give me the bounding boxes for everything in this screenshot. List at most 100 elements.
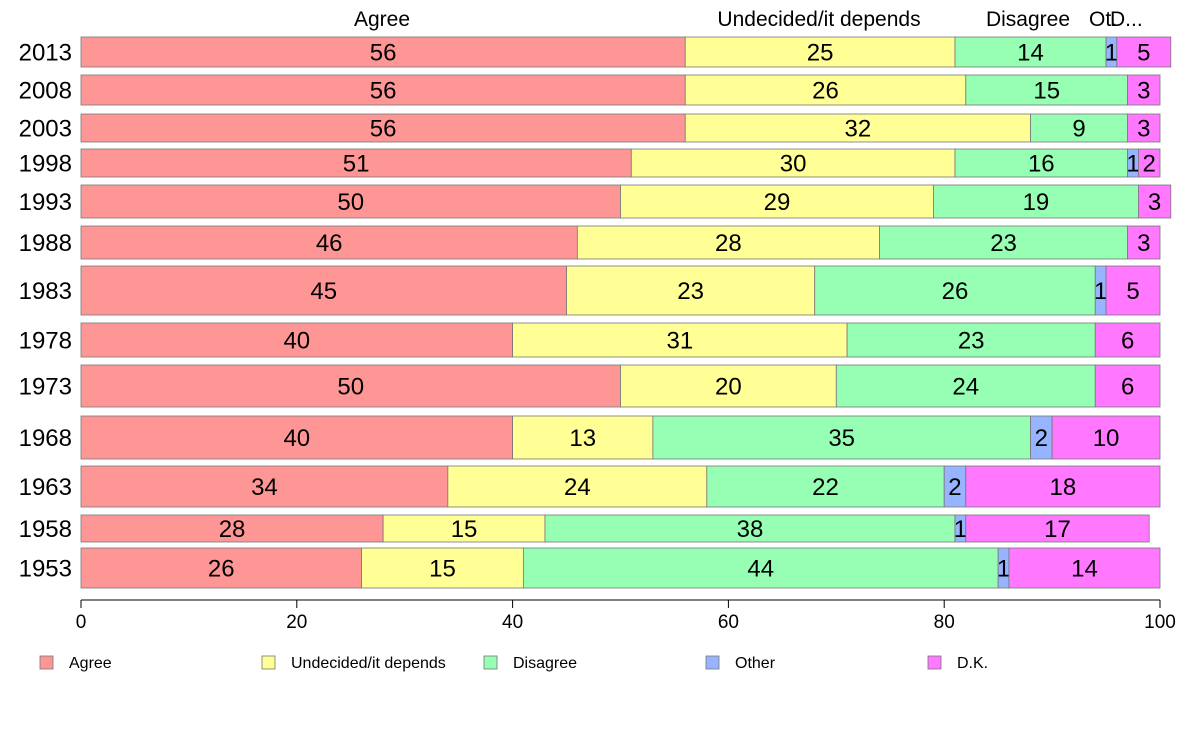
value-label-d-k-1958: 17 xyxy=(1044,516,1071,543)
value-label-disagree-1958: 38 xyxy=(737,516,764,543)
top-label-ot: Ot. xyxy=(1089,8,1117,31)
x-tick-label-0: 0 xyxy=(76,612,87,633)
year-label-1958: 1958 xyxy=(19,516,72,543)
value-label-agree-2003: 56 xyxy=(370,116,397,143)
bar-disagree-1953 xyxy=(522,547,999,589)
bar-disagree-1968 xyxy=(652,415,1031,460)
legend-swatch-d-k xyxy=(927,655,942,670)
legend: Agree Undecided/it depends Disagree Other D.… xyxy=(39,655,988,672)
legend-label-other: Other xyxy=(735,655,776,672)
value-label-disagree-2003: 9 xyxy=(1072,116,1085,143)
bar-agree-1968 xyxy=(80,415,514,460)
bar-disagree-1998 xyxy=(954,148,1129,178)
bar-undecided-it-depends-2013 xyxy=(684,36,956,68)
bar-undecided-it-depends-1993 xyxy=(620,184,934,219)
value-label-d-k-1953: 14 xyxy=(1071,556,1098,583)
value-label-agree-1953: 26 xyxy=(208,556,235,583)
legend-item-other: Other xyxy=(705,655,776,672)
bar-row-2013: 2013 56 25 14 1 5 xyxy=(19,36,1172,68)
value-label-agree-2013: 56 xyxy=(370,40,397,67)
value-label-disagree-1983: 26 xyxy=(942,278,969,305)
value-label-undecided-it-depends-1983: 23 xyxy=(677,278,704,305)
legend-label-undecided-it-depends: Undecided/it depends xyxy=(291,655,446,672)
top-label-disagree: Disagree xyxy=(986,8,1070,31)
bar-row-1968: 1968 40 13 35 2 10 xyxy=(19,415,1161,460)
value-label-undecided-it-depends-1993: 29 xyxy=(764,189,791,216)
bar-undecided-it-depends-1978 xyxy=(512,322,848,358)
bar-disagree-1963 xyxy=(706,465,945,508)
value-label-d-k-1973: 6 xyxy=(1121,374,1134,401)
bar-row-1973: 1973 50 20 24 6 xyxy=(19,364,1161,408)
value-label-d-k-1993: 3 xyxy=(1148,189,1161,216)
bar-d-k-1978 xyxy=(1094,322,1161,358)
bar-disagree-2008 xyxy=(965,74,1129,106)
value-label-disagree-1998: 16 xyxy=(1028,151,1055,178)
value-label-disagree-2008: 15 xyxy=(1033,78,1060,105)
bar-undecided-it-depends-1998 xyxy=(630,148,956,178)
x-tick-label-20: 20 xyxy=(286,612,307,633)
bar-row-1953: 1953 26 15 44 1 14 xyxy=(19,547,1161,589)
value-label-undecided-it-depends-2003: 32 xyxy=(845,116,872,143)
year-label-1993: 1993 xyxy=(19,189,72,216)
bar-agree-1993 xyxy=(80,184,621,219)
year-label-2008: 2008 xyxy=(19,78,72,105)
bar-row-1988: 1988 46 28 23 3 xyxy=(19,225,1161,260)
x-tick-label-100: 100 xyxy=(1144,612,1176,633)
bar-d-k-1988 xyxy=(1127,225,1161,260)
top-category-labels: Agree Undecided/it depends Disagree Ot.D... xyxy=(354,8,1143,31)
year-label-1998: 1998 xyxy=(19,151,72,178)
bar-agree-1978 xyxy=(80,322,514,358)
bar-undecided-it-depends-1988 xyxy=(576,225,880,260)
value-label-d-k-1983: 5 xyxy=(1126,278,1139,305)
bar-d-k-1968 xyxy=(1051,415,1161,460)
year-label-1973: 1973 xyxy=(19,374,72,401)
value-label-disagree-1973: 24 xyxy=(952,374,979,401)
bar-disagree-1988 xyxy=(879,225,1129,260)
bar-undecided-it-depends-1973 xyxy=(620,364,837,408)
bar-d-k-2013 xyxy=(1116,36,1172,68)
value-label-agree-1968: 40 xyxy=(283,425,310,452)
legend-swatch-undecided-it-depends xyxy=(261,655,276,670)
bar-disagree-2003 xyxy=(1030,113,1129,143)
x-tick-label-60: 60 xyxy=(718,612,739,633)
value-label-disagree-1968: 35 xyxy=(828,425,855,452)
bar-row-1963: 1963 34 24 22 2 18 xyxy=(19,465,1161,508)
legend-swatch-agree xyxy=(39,655,54,670)
bar-undecided-it-depends-1963 xyxy=(447,465,708,508)
value-label-agree-1973: 50 xyxy=(337,374,364,401)
value-label-other-1963: 2 xyxy=(948,474,961,501)
value-label-disagree-1993: 19 xyxy=(1023,189,1050,216)
value-label-undecided-it-depends-1958: 15 xyxy=(451,516,478,543)
value-label-d-k-2008: 3 xyxy=(1137,78,1150,105)
bar-agree-1963 xyxy=(80,465,449,508)
year-label-1988: 1988 xyxy=(19,230,72,257)
legend-label-agree: Agree xyxy=(69,655,112,672)
legend-swatch-disagree xyxy=(483,655,498,670)
value-label-agree-1963: 34 xyxy=(251,474,278,501)
legend-item-agree: Agree xyxy=(39,655,112,672)
bar-row-2008: 2008 56 26 15 3 xyxy=(19,74,1161,106)
legend-label-disagree: Disagree xyxy=(513,655,577,672)
bar-disagree-1993 xyxy=(933,184,1139,219)
bar-agree-1973 xyxy=(80,364,621,408)
bar-agree-1988 xyxy=(80,225,578,260)
value-label-undecided-it-depends-1978: 31 xyxy=(666,328,693,355)
bar-undecided-it-depends-1983 xyxy=(566,265,816,316)
bar-agree-2008 xyxy=(80,74,686,106)
value-label-agree-1978: 40 xyxy=(283,328,310,355)
year-label-2003: 2003 xyxy=(19,116,72,143)
year-label-1978: 1978 xyxy=(19,328,72,355)
bar-d-k-1993 xyxy=(1138,184,1172,219)
bar-d-k-1998 xyxy=(1138,148,1161,178)
legend-item-disagree: Disagree xyxy=(483,655,577,672)
bar-disagree-1978 xyxy=(846,322,1096,358)
bar-d-k-2008 xyxy=(1127,74,1161,106)
year-label-1968: 1968 xyxy=(19,425,72,452)
value-label-undecided-it-depends-1953: 15 xyxy=(429,556,456,583)
value-label-disagree-1963: 22 xyxy=(812,474,839,501)
legend-item-d-k: D.K. xyxy=(927,655,988,672)
value-label-other-1968: 2 xyxy=(1035,425,1048,452)
bar-d-k-1958 xyxy=(965,514,1150,543)
